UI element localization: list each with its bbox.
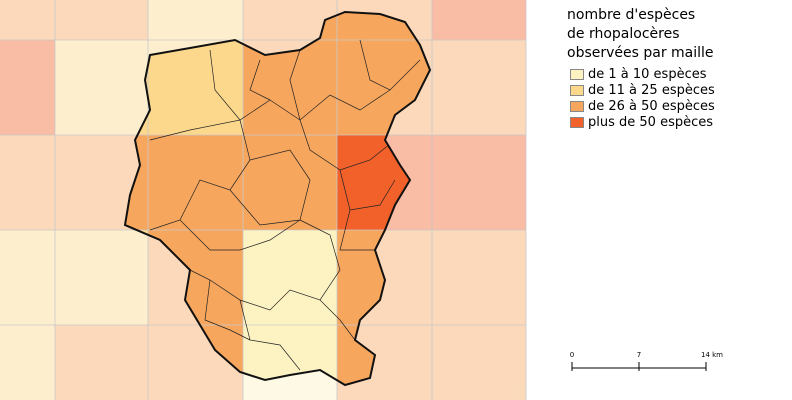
scale-bar: 0 7 14 km <box>570 351 723 371</box>
grid-cell <box>243 40 337 135</box>
scale-label: 0 <box>570 351 574 359</box>
grid-cell <box>243 135 337 230</box>
grid-cell <box>0 40 55 135</box>
scale-label: 7 <box>637 351 641 359</box>
grid-lines <box>0 0 527 400</box>
grid-cell <box>148 135 243 230</box>
legend-swatch <box>570 100 584 112</box>
legend-label: de 1 à 10 espèces <box>588 66 707 82</box>
grid-cell <box>432 230 526 325</box>
grid-cell <box>432 0 526 40</box>
grid-cell <box>55 230 148 325</box>
grid-cell <box>0 0 55 40</box>
legend-item: de 11 à 25 espèces <box>570 82 715 98</box>
grid-cell <box>432 135 526 230</box>
grid-cell <box>0 325 55 400</box>
legend-label: plus de 50 espèces <box>588 114 714 130</box>
commune-boundaries <box>149 39 421 371</box>
legend-item: plus de 50 espèces <box>570 114 714 130</box>
legend-swatch <box>570 84 584 96</box>
grid-cell <box>0 135 55 230</box>
grid-cell <box>0 230 55 325</box>
legend-item: de 1 à 10 espèces <box>570 66 707 82</box>
legend-swatch <box>570 68 584 80</box>
legend-label: de 11 à 25 espèces <box>588 82 715 98</box>
grid-cell <box>432 40 526 135</box>
grid-cell <box>55 40 148 135</box>
legend-swatch <box>570 116 584 128</box>
legend-item: de 26 à 50 espèces <box>570 98 715 114</box>
grid-cell <box>55 0 148 40</box>
legend-label: de 26 à 50 espèces <box>588 98 715 114</box>
grid-cell <box>432 325 526 400</box>
scale-label: 14 km <box>701 351 723 359</box>
grid-cell <box>148 0 243 40</box>
legend-title: nombre d'espèces de rhopalocères observé… <box>567 7 714 61</box>
grid-cell <box>148 40 243 135</box>
grid-cell <box>55 325 148 400</box>
grid-cell <box>243 230 337 325</box>
